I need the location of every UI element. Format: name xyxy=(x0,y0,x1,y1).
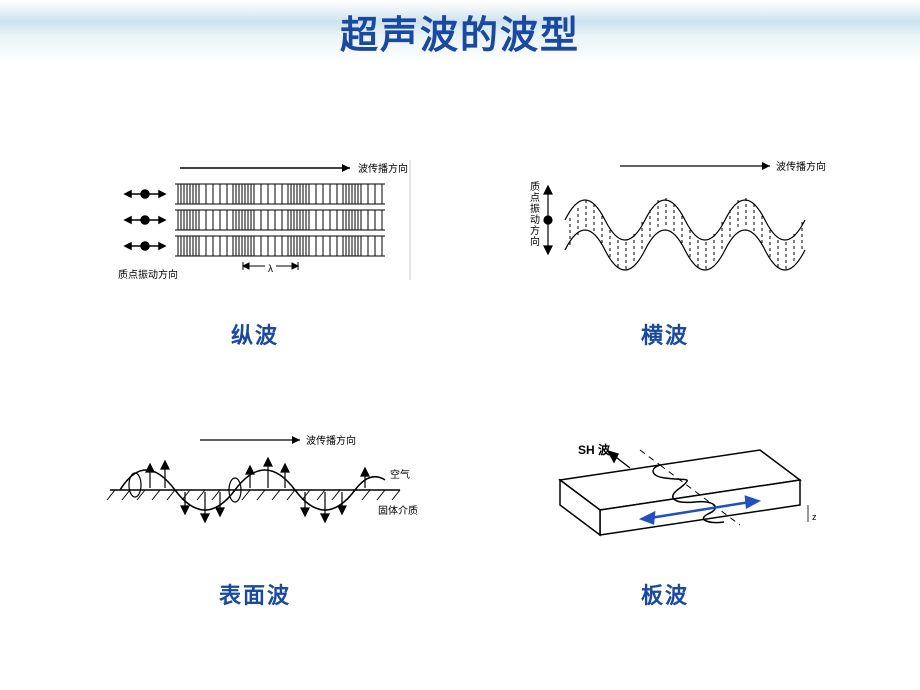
svg-longitudinal: 波传播方向 xyxy=(90,150,420,300)
propagation-label: 波传播方向 xyxy=(776,160,826,173)
particle-label-vertical: 质点振动方向 xyxy=(530,181,540,248)
figure-longitudinal: 波传播方向 xyxy=(90,150,420,300)
diagram-grid: 波传播方向 xyxy=(0,150,920,670)
figure-plate: SH 波 z xyxy=(500,410,830,560)
figure-transverse: 波传播方向 质点振动方向 xyxy=(500,150,830,300)
svg-surface: 波传播方向 空气 固体介质 xyxy=(90,410,420,560)
caption-surface: 表面波 xyxy=(219,578,291,610)
figure-surface: 波传播方向 空气 固体介质 xyxy=(90,410,420,560)
z-mark: z xyxy=(812,512,817,522)
air-label: 空气 xyxy=(390,468,410,481)
panel-plate: SH 波 z 板波 xyxy=(470,410,860,630)
svg-transverse: 波传播方向 质点振动方向 xyxy=(500,150,830,300)
caption-longitudinal: 纵波 xyxy=(231,318,279,350)
sh-label: SH 波 xyxy=(578,442,611,457)
svg-plate: SH 波 z xyxy=(500,410,830,580)
page-title: 超声波的波型 xyxy=(340,4,580,59)
lambda-label: λ xyxy=(268,264,273,275)
propagation-label: 波传播方向 xyxy=(358,162,408,175)
title-band: 超声波的波型 xyxy=(0,0,920,62)
caption-transverse: 横波 xyxy=(641,318,689,350)
caption-plate: 板波 xyxy=(641,578,689,610)
panel-surface: 波传播方向 空气 固体介质 表面波 xyxy=(60,410,450,630)
panel-longitudinal: 波传播方向 xyxy=(60,150,450,370)
propagation-label: 波传播方向 xyxy=(306,434,356,447)
particle-label: 质点振动方向 xyxy=(118,268,178,281)
solid-label: 固体介质 xyxy=(378,505,418,517)
panel-transverse: 波传播方向 质点振动方向 xyxy=(470,150,860,370)
